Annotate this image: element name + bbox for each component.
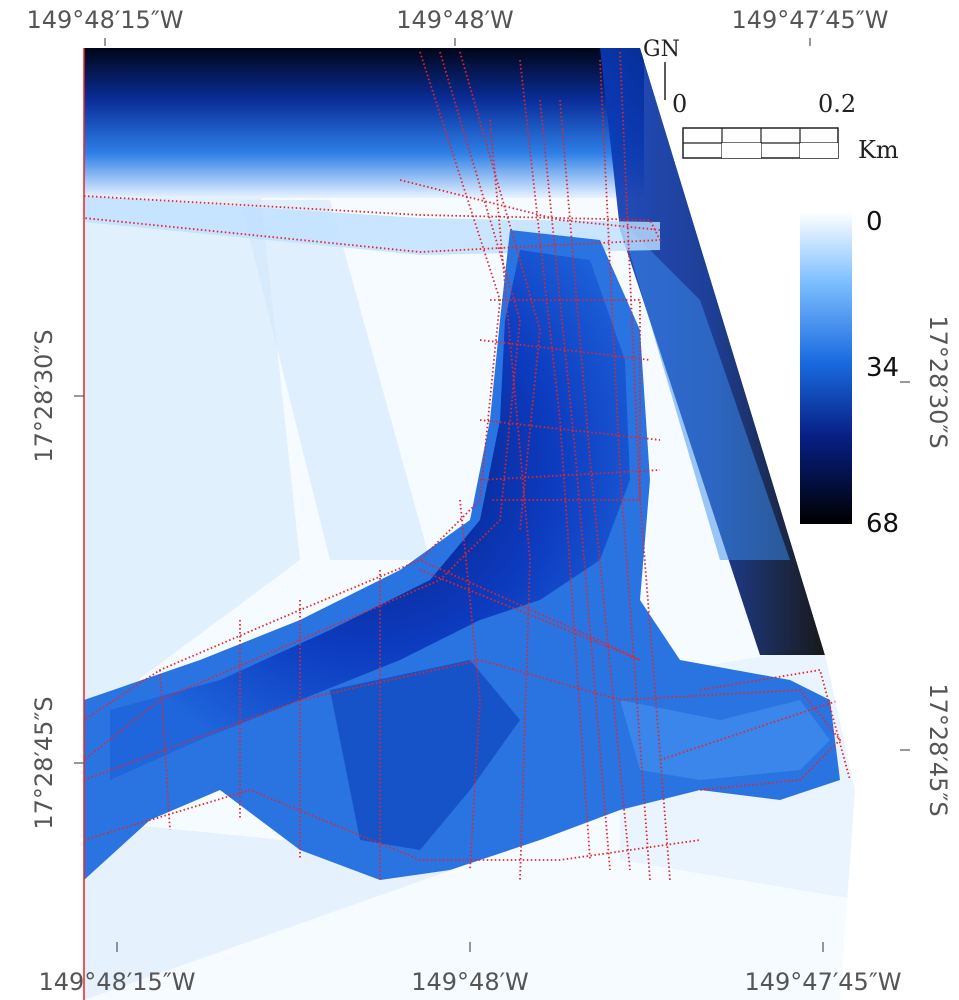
right-label-2: 17°28′45″S: [924, 683, 952, 816]
left-axis: 17°28′30″S 17°28′45″S: [30, 329, 84, 830]
bottom-label-3: 149°47′45″W: [744, 968, 901, 996]
right-axis: 17°28′30″S 17°28′45″S: [900, 315, 952, 817]
bottom-label-2: 149°48′W: [411, 968, 529, 996]
top-label-3: 149°47′45″W: [731, 6, 888, 34]
north-label: GN: [643, 37, 680, 62]
colorbar-gradient: [800, 212, 852, 524]
left-label-2: 17°28′45″S: [30, 696, 58, 829]
right-label-1: 17°28′30″S: [924, 315, 952, 448]
colorbar-mid: 34: [866, 353, 899, 383]
bottom-label-1: 149°48′15″W: [38, 968, 195, 996]
top-axis: 149°48′15″W 149°48′W 149°47′45″W: [26, 6, 889, 46]
bottom-axis: 149°48′15″W 149°48′W 149°47′45″W: [38, 942, 902, 996]
colorbar-min: 0: [866, 207, 883, 237]
top-label-1: 149°48′15″W: [26, 6, 183, 34]
scale-bar: 0 0.2 Km: [672, 90, 899, 164]
left-label-1: 17°28′30″S: [30, 329, 58, 462]
survey-tracks: [84, 51, 851, 881]
north-indicator: GN: [643, 37, 680, 100]
top-label-2: 149°48′W: [396, 6, 514, 34]
scale-unit: Km: [858, 136, 899, 164]
scale-start: 0: [672, 90, 687, 118]
scale-end: 0.2: [818, 90, 856, 118]
map-raster: [84, 48, 855, 1000]
colorbar-max: 68: [866, 509, 899, 539]
colorbar: 0 34 68: [800, 207, 899, 539]
